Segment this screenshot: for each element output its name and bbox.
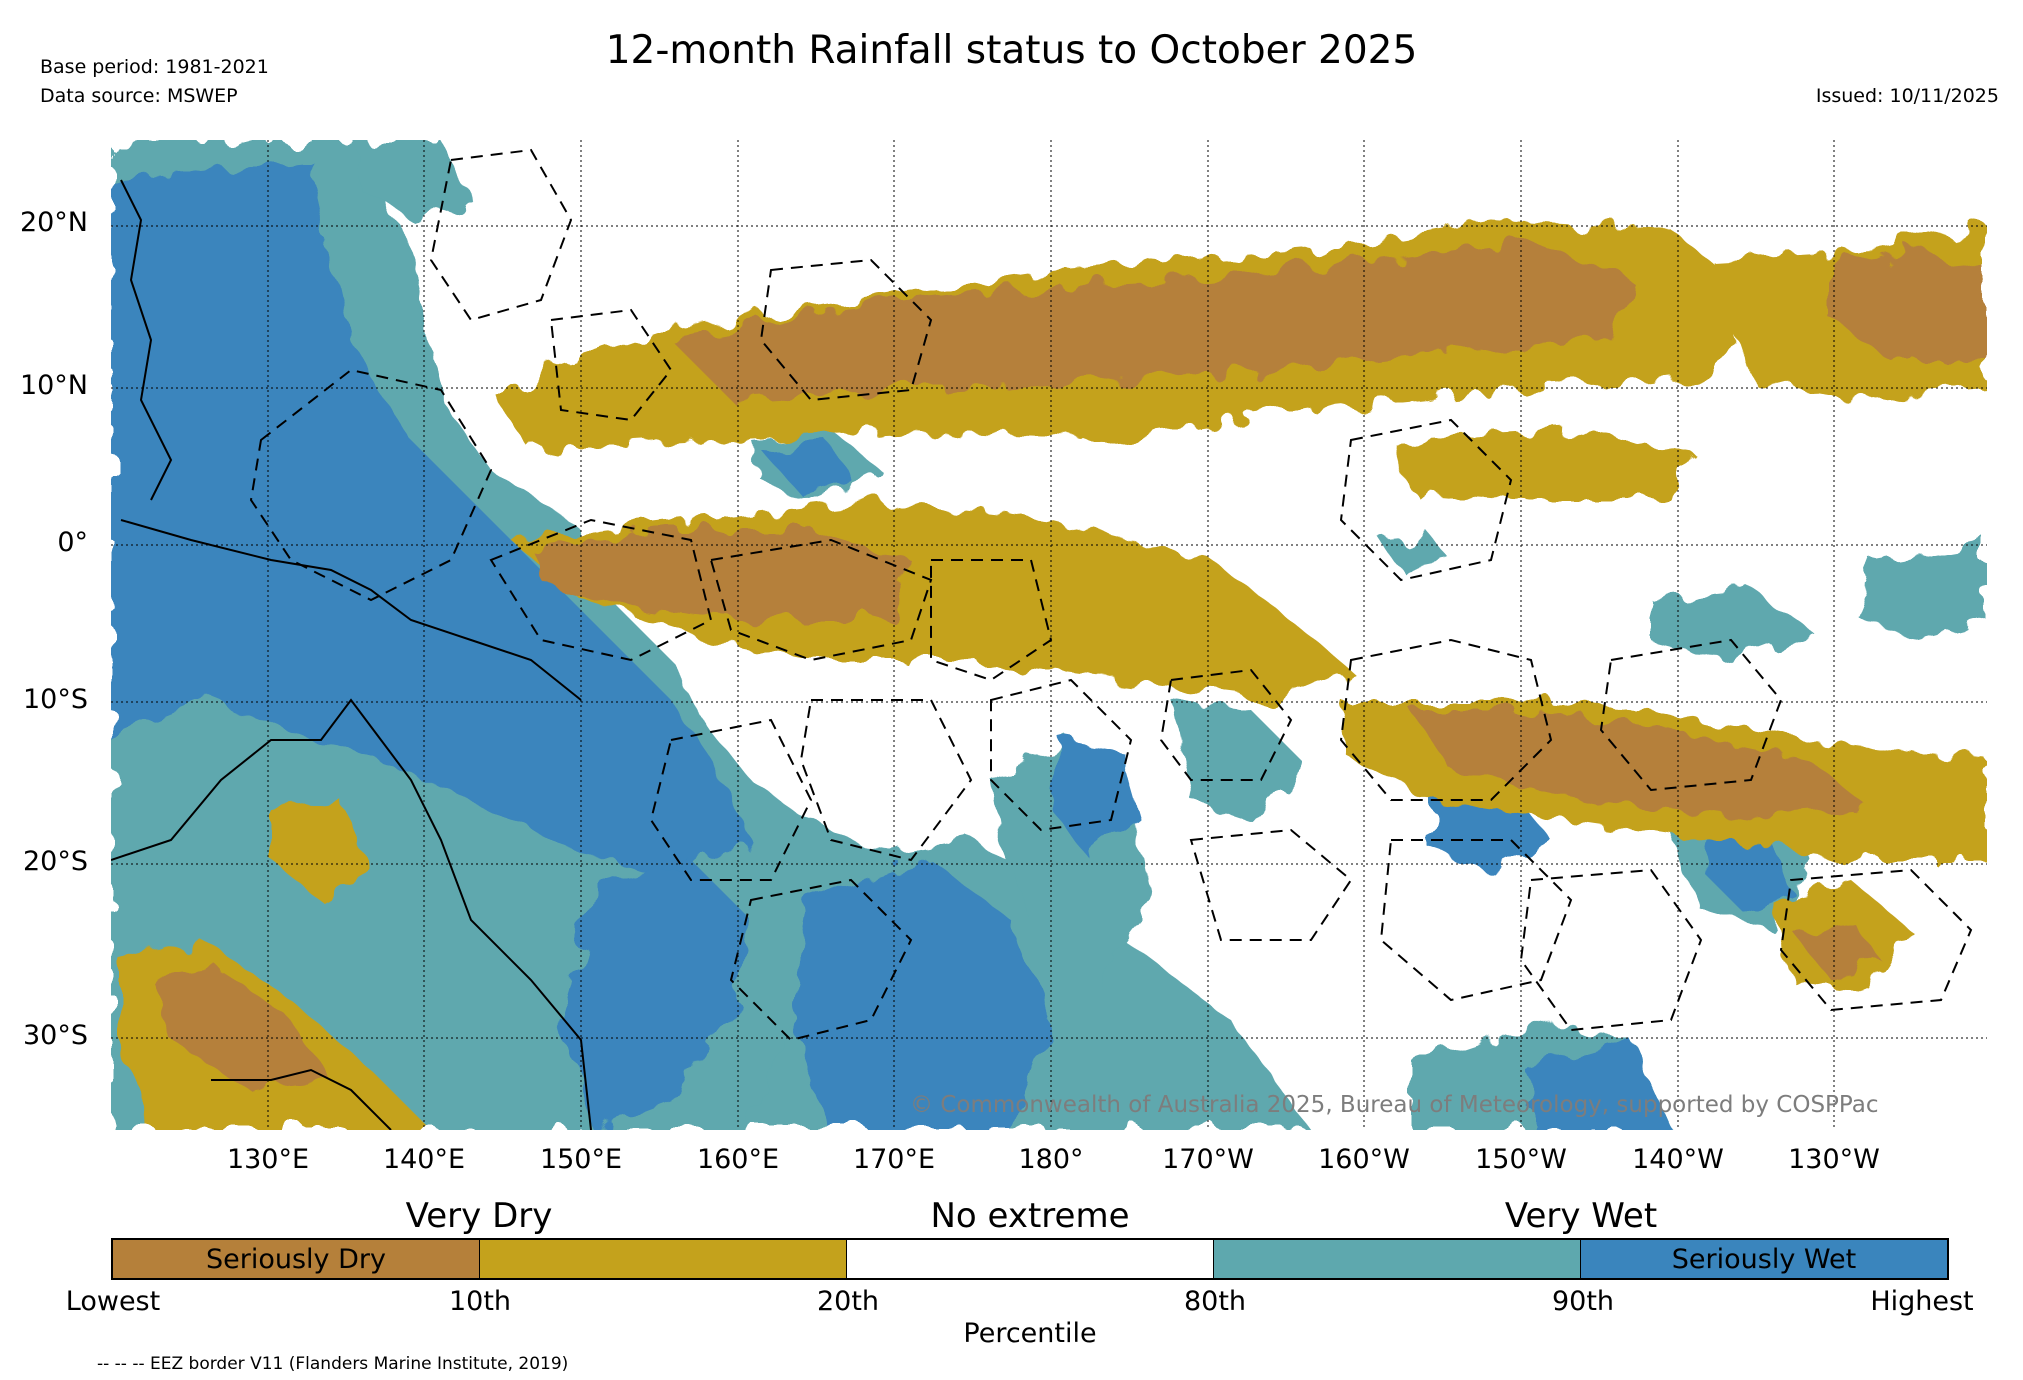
lat-label-30s: 30°S [23,1020,88,1051]
rainfall-map-svg [111,140,1987,1130]
colorbar-segment-seriously-dry: Seriously Dry [113,1240,480,1278]
lon-label-150w: 150°W [1475,1144,1567,1175]
rainfall-map [111,140,1987,1130]
lat-label-20s: 20°S [23,846,88,877]
lon-label-160w: 160°W [1318,1144,1410,1175]
legend-heading-very-wet: Very Wet [1504,1196,1658,1236]
lon-label-170e: 170°E [852,1144,936,1175]
colorbar-segment-seriously-wet: Seriously Wet [1581,1240,1947,1278]
colorbar-segment-no-extreme [847,1240,1214,1278]
legend-heading-no-extreme: No extreme [930,1196,1130,1236]
colorbar-segment-very-dry [480,1240,847,1278]
coastlines [111,179,592,1130]
lat-label-20n: 20°N [19,207,88,238]
page-title: 12-month Rainfall status to October 2025 [605,28,1418,73]
lon-label-170w: 170°W [1162,1144,1254,1175]
base-period: Base period: 1981-2021 [40,56,269,78]
colorbar-axis-label: Percentile [963,1318,1097,1349]
lat-label-0: 0° [57,527,88,558]
lon-label-180: 180° [1018,1144,1084,1175]
eez-footnote: -- -- -- EEZ border V11 (Flanders Marine… [97,1354,569,1374]
lon-label-140w: 140°W [1632,1144,1724,1175]
colorbar-tick-lowest: Lowest [65,1286,161,1317]
lon-label-160e: 160°E [696,1144,780,1175]
colorbar-tick-10th: 10th [448,1286,512,1317]
colorbar-tick-highest: Highest [1870,1286,1974,1317]
lon-label-150e: 150°E [539,1144,623,1175]
lat-label-10n: 10°N [19,370,88,401]
lon-label-130w: 130°W [1788,1144,1880,1175]
legend-heading-very-dry: Very Dry [405,1196,553,1236]
colorbar-segment-very-wet [1214,1240,1581,1278]
colorbar-tick-90th: 90th [1551,1286,1615,1317]
graticule [111,140,1987,1130]
data-source: Data source: MSWEP [40,85,238,107]
very-dry-anomaly-regions [151,240,1987,1090]
colorbar-label-seriously-dry: Seriously Dry [206,1243,386,1275]
lon-label-140e: 140°E [382,1144,466,1175]
colorbar-label-seriously-wet: Seriously Wet [1671,1243,1857,1275]
colorbar-tick-20th: 20th [816,1286,880,1317]
issued-date: Issued: 10/11/2025 [1815,85,1999,107]
percentile-colorbar: Seriously Dry Seriously Wet [111,1238,1949,1280]
colorbar-tick-80th: 80th [1183,1286,1247,1317]
lon-label-130e: 130°E [226,1144,310,1175]
copyright-notice: © Commonwealth of Australia 2025, Bureau… [910,1092,1879,1118]
lat-label-10s: 10°S [23,684,88,715]
